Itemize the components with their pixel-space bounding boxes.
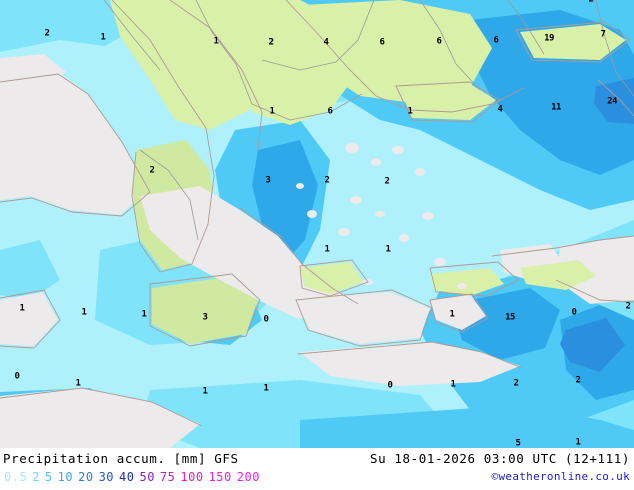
land-libya xyxy=(0,388,200,448)
map-value-label: 1 xyxy=(450,379,456,390)
map-value-label: 1 xyxy=(324,244,330,255)
map-value-label: 2 xyxy=(268,37,274,48)
map-value-label: 1 xyxy=(19,303,25,314)
map-value-label: 2 xyxy=(513,378,519,389)
map-value-label: 15 xyxy=(505,312,515,323)
legend-stop-30[interactable]: 30 xyxy=(98,470,115,484)
map-value-label: 3 xyxy=(265,175,271,186)
map-value-label: 2 xyxy=(575,375,581,386)
map-value-label: 2 xyxy=(149,165,155,176)
map-value-label: 4 xyxy=(497,104,503,115)
land-turkey-sw xyxy=(430,294,486,330)
map-value-label: 1 xyxy=(141,309,147,320)
precipitation-map-canvas[interactable]: 2112466619722161411242322111113011502010… xyxy=(0,0,634,448)
land-balkans-east xyxy=(282,0,492,104)
map-value-label: 1 xyxy=(75,378,81,389)
map-value-label: 1 xyxy=(407,106,413,117)
map-value-label: 1 xyxy=(213,36,219,47)
footer-datetime: Su 18-01-2026 03:00 UTC (12+111) xyxy=(369,451,630,466)
island-cluster-aegean xyxy=(296,143,467,289)
legend-stop-75[interactable]: 75 xyxy=(159,470,176,484)
map-value-label: 1 xyxy=(202,386,208,397)
map-value-label: 24 xyxy=(607,96,617,107)
legend-stop-0-5[interactable]: 0.5 xyxy=(4,470,28,484)
legend-stop-200[interactable]: 200 xyxy=(236,470,260,484)
land-greece-peloponnese-green xyxy=(152,276,258,344)
land-crete xyxy=(300,342,520,386)
land-turkey-green3 xyxy=(430,268,504,296)
land-italy-north xyxy=(0,54,66,92)
map-value-label: 1 xyxy=(575,437,581,448)
legend-stop-20[interactable]: 20 xyxy=(78,470,94,484)
precip-band-10mm xyxy=(252,10,634,400)
map-value-label: 0 xyxy=(263,314,269,325)
map-value-label: 1 xyxy=(269,106,275,117)
land-north-green xyxy=(520,24,626,60)
map-value-label: 4 xyxy=(323,37,329,48)
map-value-label: 1 xyxy=(263,383,269,394)
coastline-layer xyxy=(0,0,634,427)
legend-color-scale[interactable]: 0.5 2 5 10 20 30 40 50 75 100 150 200 xyxy=(4,470,265,484)
map-value-label: 6 xyxy=(327,106,333,117)
land-italy-peninsula xyxy=(0,72,148,215)
map-value-label: 11 xyxy=(551,102,561,113)
precip-band-20mm xyxy=(560,78,634,372)
map-value-label: 6 xyxy=(493,35,499,46)
map-value-label: 2 xyxy=(589,0,594,5)
map-value-label: 3 xyxy=(202,312,208,323)
legend-stop-150[interactable]: 150 xyxy=(208,470,232,484)
legend-stop-5[interactable]: 5 xyxy=(44,470,53,484)
footer-credit: ©weatheronline.co.uk xyxy=(491,470,630,483)
map-footer: Precipitation accum. [mm] GFS Su 18-01-2… xyxy=(0,448,634,490)
map-value-label: 1 xyxy=(385,244,391,255)
map-value-label: 6 xyxy=(436,36,442,47)
legend-stop-2[interactable]: 2 xyxy=(32,470,40,484)
land-turkey-green2 xyxy=(520,260,596,290)
border-layer xyxy=(103,0,634,241)
map-value-label: 1 xyxy=(81,307,87,318)
map-value-label: 1 xyxy=(100,32,106,43)
map-graphic xyxy=(0,0,634,448)
map-value-label: 19 xyxy=(544,33,554,44)
map-value-label: 0 xyxy=(387,380,393,391)
map-value-label: 2 xyxy=(384,176,390,187)
legend-stop-40[interactable]: 40 xyxy=(119,470,135,484)
map-value-label: 1 xyxy=(449,309,455,320)
land-turkey-south xyxy=(556,236,634,304)
land-peloponnese xyxy=(296,292,430,344)
map-value-label: 5 xyxy=(515,438,521,448)
map-value-label: 2 xyxy=(44,28,50,39)
map-value-label: 2 xyxy=(324,175,330,186)
legend-stop-50[interactable]: 50 xyxy=(139,470,155,484)
map-value-label: 7 xyxy=(600,29,606,40)
legend-stop-100[interactable]: 100 xyxy=(180,470,204,484)
map-value-label: 0 xyxy=(571,307,577,318)
land-aegean-green xyxy=(300,262,364,294)
map-value-label: 6 xyxy=(379,37,385,48)
footer-title: Precipitation accum. [mm] GFS xyxy=(3,451,239,466)
map-value-label: 0 xyxy=(14,371,20,382)
map-value-label: 2 xyxy=(625,301,631,312)
legend-stop-10[interactable]: 10 xyxy=(57,470,74,484)
land-sicily-south xyxy=(0,292,58,346)
map-value-label: 2 xyxy=(268,37,274,48)
